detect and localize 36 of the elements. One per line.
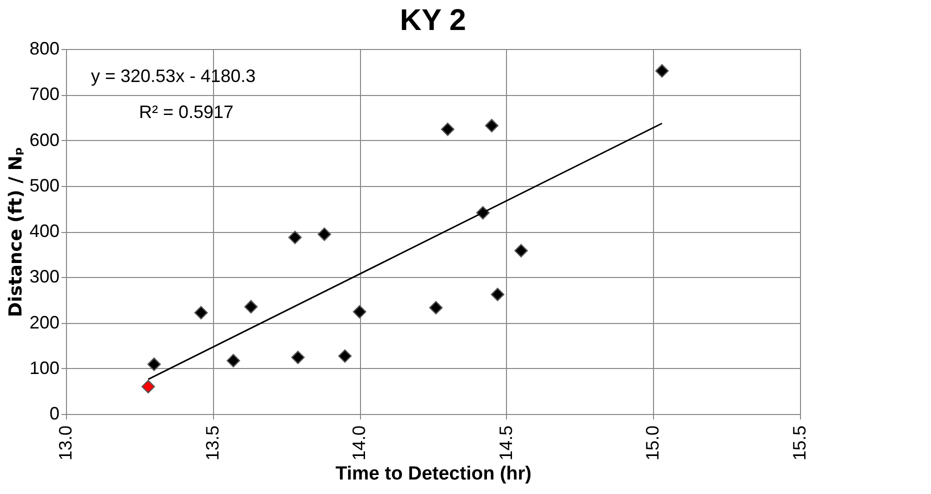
y-tick-label: 200 bbox=[29, 312, 60, 332]
x-tick-label: 15.0 bbox=[642, 426, 663, 461]
point bbox=[490, 288, 504, 302]
x-tick-label: 14.0 bbox=[349, 426, 370, 461]
annotation: y = 320.53x - 4180.3 bbox=[91, 66, 256, 86]
point bbox=[194, 306, 208, 320]
y-tick-label: 400 bbox=[29, 221, 60, 241]
point bbox=[338, 349, 352, 363]
x-tick-label: 13.5 bbox=[202, 426, 222, 461]
point bbox=[440, 122, 454, 136]
point bbox=[655, 64, 669, 78]
y-axis-title: Distance (ft) / Nₚ bbox=[5, 146, 26, 318]
point bbox=[429, 300, 443, 314]
point bbox=[288, 230, 302, 244]
y-tick-label: 300 bbox=[29, 266, 60, 287]
point bbox=[244, 300, 258, 314]
chart-title: KY 2 bbox=[400, 4, 466, 37]
y-tick-label: 100 bbox=[29, 358, 60, 378]
y-tick-label: 500 bbox=[29, 175, 60, 196]
y-tick-label: 600 bbox=[29, 130, 60, 150]
point bbox=[226, 354, 240, 368]
point bbox=[484, 118, 498, 132]
x-tick-label: 15.5 bbox=[790, 426, 810, 461]
x-tick-label: 14.5 bbox=[496, 426, 516, 461]
point bbox=[291, 350, 305, 364]
point bbox=[352, 305, 366, 319]
x-tick-label: 13.0 bbox=[56, 426, 76, 461]
point bbox=[514, 244, 528, 258]
point bbox=[147, 358, 161, 371]
point bbox=[141, 380, 155, 394]
annotation: R² = 0.5917 bbox=[139, 102, 234, 122]
y-tick-label: 800 bbox=[29, 38, 60, 58]
y-tick-label: 0 bbox=[49, 404, 60, 424]
point bbox=[318, 228, 332, 241]
x-axis-title: Time to Detection (hr) bbox=[336, 464, 532, 485]
y-tick-label: 700 bbox=[29, 84, 60, 104]
